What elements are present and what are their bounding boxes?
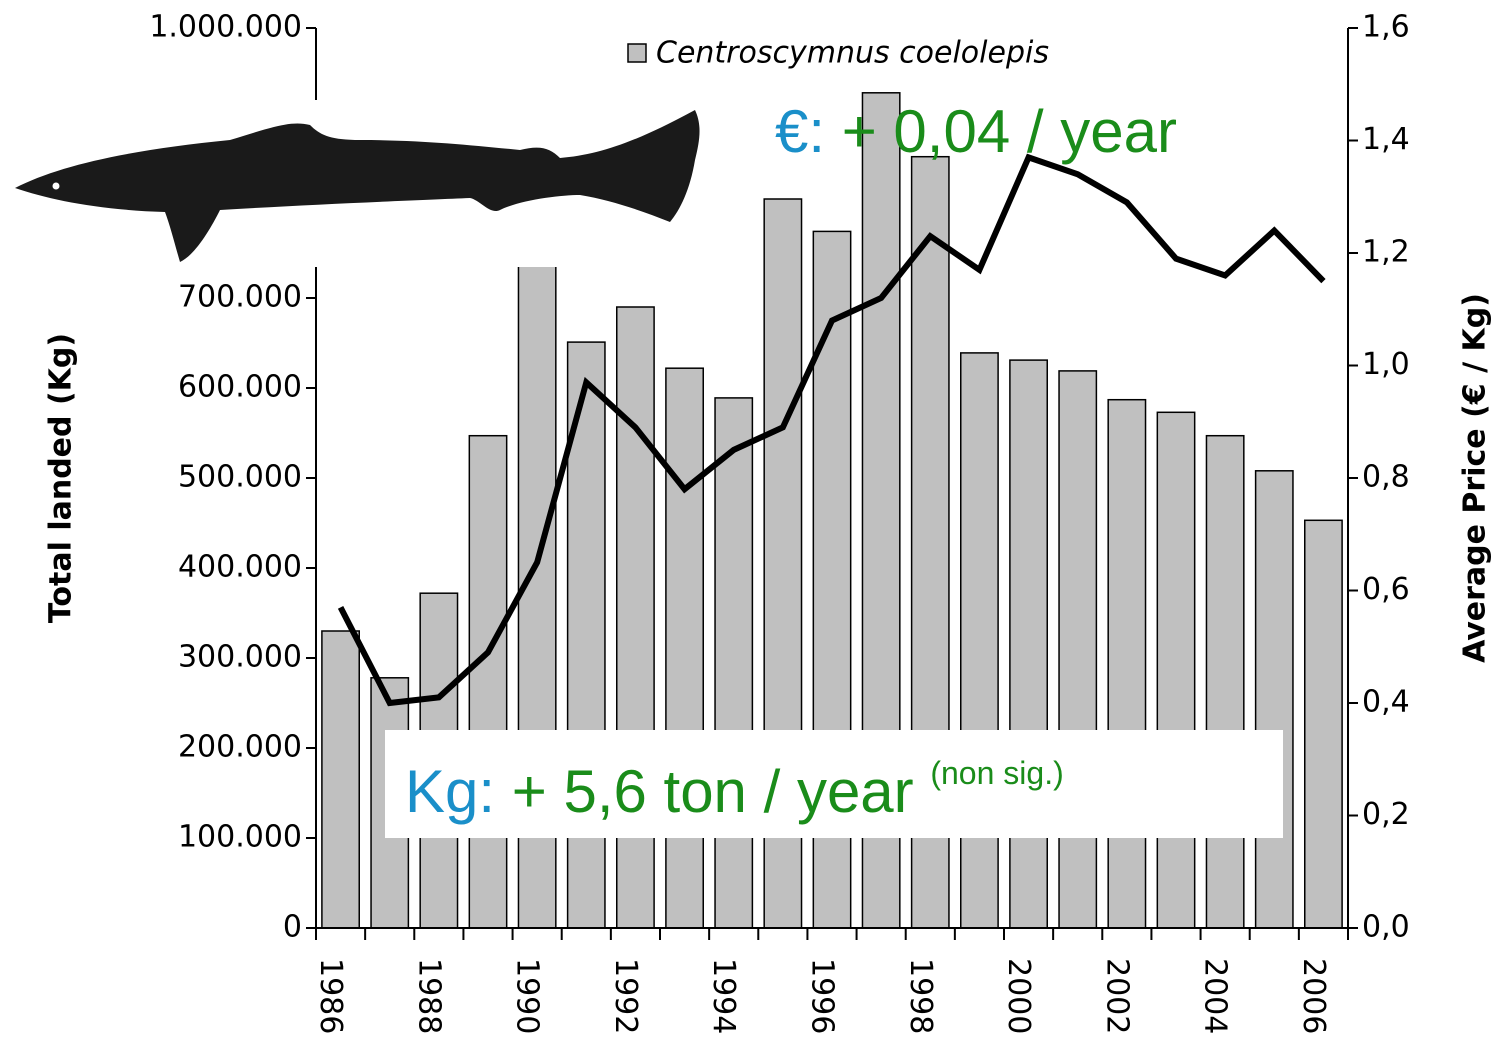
bar (1107, 398, 1147, 929)
bar (665, 367, 704, 929)
legend-swatch (627, 43, 647, 63)
bar (1254, 470, 1294, 929)
y2-tick-label: 1,4 (1362, 122, 1410, 157)
x-tick-label: 1998 (903, 958, 938, 1034)
x-tick-label: 2004 (1198, 958, 1233, 1034)
y2-axis-title: Average Price (€ / Kg) (1458, 293, 1493, 663)
price-trend: + 0,04 / year (842, 98, 1177, 165)
bar (960, 352, 999, 929)
y2-tick-label: 1,0 (1362, 347, 1410, 382)
bar (714, 397, 754, 929)
y-axis-title: Total landed (Kg) (44, 333, 79, 623)
y2-tick-label: 0,4 (1362, 685, 1410, 720)
fish-illustration (0, 100, 705, 267)
y-tick-label: 300.000 (178, 640, 302, 675)
kg-trend: + 5,6 ton / year (512, 758, 914, 825)
x-tick-label: 1990 (510, 958, 545, 1034)
x-tick-label: 1988 (411, 958, 446, 1034)
bar (1058, 370, 1098, 929)
kg-box (385, 730, 1283, 838)
x-tick-label: 1996 (805, 958, 840, 1034)
fish-silhouette (15, 110, 700, 262)
legend-label: Centroscymnus coelolepis (656, 36, 1049, 71)
kg-annotation: Kg: + 5,6 ton / year (non sig.) (405, 755, 1064, 825)
x-tick-label: 2000 (1001, 958, 1036, 1034)
kg-note: (non sig.) (930, 755, 1063, 791)
x-tick-label: 1994 (706, 958, 741, 1034)
price-line (337, 153, 1326, 707)
price-prefix: €: (775, 98, 825, 165)
bar (468, 434, 508, 929)
y-tick-label: 400.000 (178, 550, 302, 585)
y-tick-label: 200.000 (178, 730, 302, 765)
x-tick-label: 1986 (313, 958, 348, 1034)
y-tick-label: 700.000 (178, 280, 302, 315)
y-tick-label: 600.000 (178, 370, 302, 405)
bar (321, 630, 360, 929)
bar (1205, 434, 1245, 929)
y2-tick-label: 0,2 (1362, 797, 1410, 832)
y2-tick-label: 1,2 (1362, 235, 1410, 270)
price-annotation: €: + 0,04 / year (775, 98, 1177, 165)
y-tick-label: 1.000.000 (149, 10, 302, 45)
y2-tick-label: 1,6 (1362, 10, 1410, 45)
annotations: €: + 0,04 / year Kg: + 5,6 ton / year (n… (385, 98, 1283, 838)
bar (1156, 411, 1196, 929)
y-tick-label: 100.000 (178, 820, 302, 855)
x-tick-label: 2002 (1099, 958, 1134, 1034)
y2-tick-label: 0,6 (1362, 572, 1410, 607)
bar (1304, 519, 1343, 929)
x-tick-label: 1992 (608, 958, 643, 1034)
bar (1009, 359, 1048, 929)
y-tick-label: 0 (283, 910, 302, 945)
kg-prefix: Kg: (405, 758, 495, 825)
x-tick-label: 2006 (1296, 958, 1331, 1034)
y2-tick-label: 0,0 (1362, 910, 1410, 945)
y2-tick-label: 0,8 (1362, 460, 1410, 495)
y-tick-label: 500.000 (178, 460, 302, 495)
